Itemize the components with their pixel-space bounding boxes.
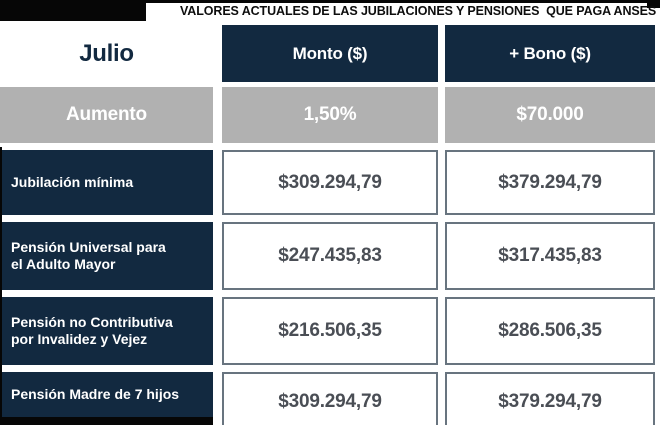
monto-value-cell: $309.294,79 — [222, 150, 438, 215]
top-left-black-block — [0, 0, 146, 21]
column-header-bono: + Bono ($) — [445, 25, 655, 82]
increase-monto-value: 1,50% — [222, 87, 438, 143]
monto-value-cell: $216.506,35 — [222, 297, 438, 365]
month-header: Julio — [0, 25, 213, 82]
table-row: Pensión Madre de 7 hijos $309.294,79 $37… — [0, 372, 660, 425]
row-label-text: Pensión no Contributiva por Invalidez y … — [11, 314, 173, 347]
increase-label: Aumento — [0, 87, 213, 143]
bono-value-cell: $379.294,79 — [445, 150, 655, 215]
main-title: VALORES ACTUALES DE LAS JUBILACIONES Y P… — [180, 4, 657, 18]
row-label-text: Pensión Madre de 7 hijos — [11, 386, 180, 403]
row-label: Pensión Madre de 7 hijos — [0, 372, 213, 417]
header-row: Julio Monto ($) + Bono ($) — [0, 25, 660, 82]
monto-value-cell: $247.435,83 — [222, 222, 438, 290]
row-label-text: Pensión Universal para el Adulto Mayor — [11, 239, 166, 272]
table-row: Pensión Universal para el Adulto Mayor $… — [0, 222, 660, 290]
bottom-left-black-strip — [0, 417, 213, 425]
row-label: Pensión Universal para el Adulto Mayor — [0, 222, 213, 290]
monto-value-cell: $309.294,79 — [222, 372, 438, 425]
increase-bono-value: $70.000 — [445, 87, 655, 143]
row-label-text: Jubilación mínima — [11, 174, 134, 191]
column-header-monto: Monto ($) — [222, 25, 438, 82]
row-label: Pensión no Contributiva por Invalidez y … — [0, 297, 213, 365]
increase-row: Aumento 1,50% $70.000 — [0, 87, 660, 143]
bono-value-cell: $317.435,83 — [445, 222, 655, 290]
table-row: Pensión no Contributiva por Invalidez y … — [0, 297, 660, 365]
bono-value-cell: $379.294,79 — [445, 372, 655, 425]
bono-value-cell: $286.506,35 — [445, 297, 655, 365]
row-label: Jubilación mínima — [0, 150, 213, 215]
top-right-black-mark — [647, 0, 660, 8]
top-border-line — [0, 0, 660, 3]
table-row: Jubilación mínima $309.294,79 $379.294,7… — [0, 150, 660, 215]
